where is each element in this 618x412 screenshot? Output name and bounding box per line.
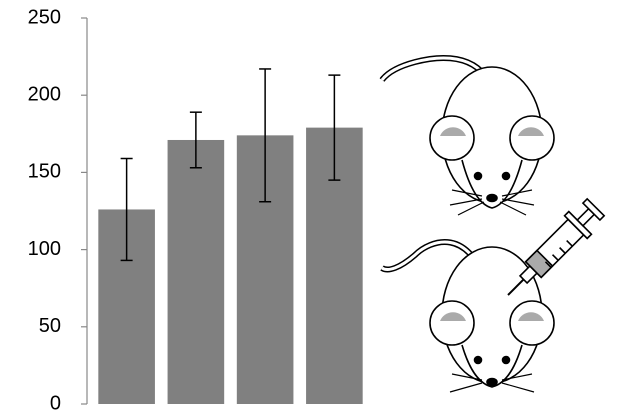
mouse-illustrations [382, 58, 607, 392]
y-tick-label: 50 [39, 315, 61, 337]
mouse [382, 58, 554, 215]
syringe [497, 196, 607, 306]
page: 050100150200250 (() => { const data = JS… [0, 0, 618, 412]
y-tick-label: 200 [28, 83, 61, 105]
bar [168, 140, 225, 404]
y-tick-label: 100 [28, 238, 61, 260]
y-tick-label: 250 [28, 6, 61, 28]
y-tick-label: 150 [28, 161, 61, 183]
chart: 0 50 100 150 200 250 [0, 0, 618, 412]
y-tick-label: 0 [50, 392, 61, 412]
